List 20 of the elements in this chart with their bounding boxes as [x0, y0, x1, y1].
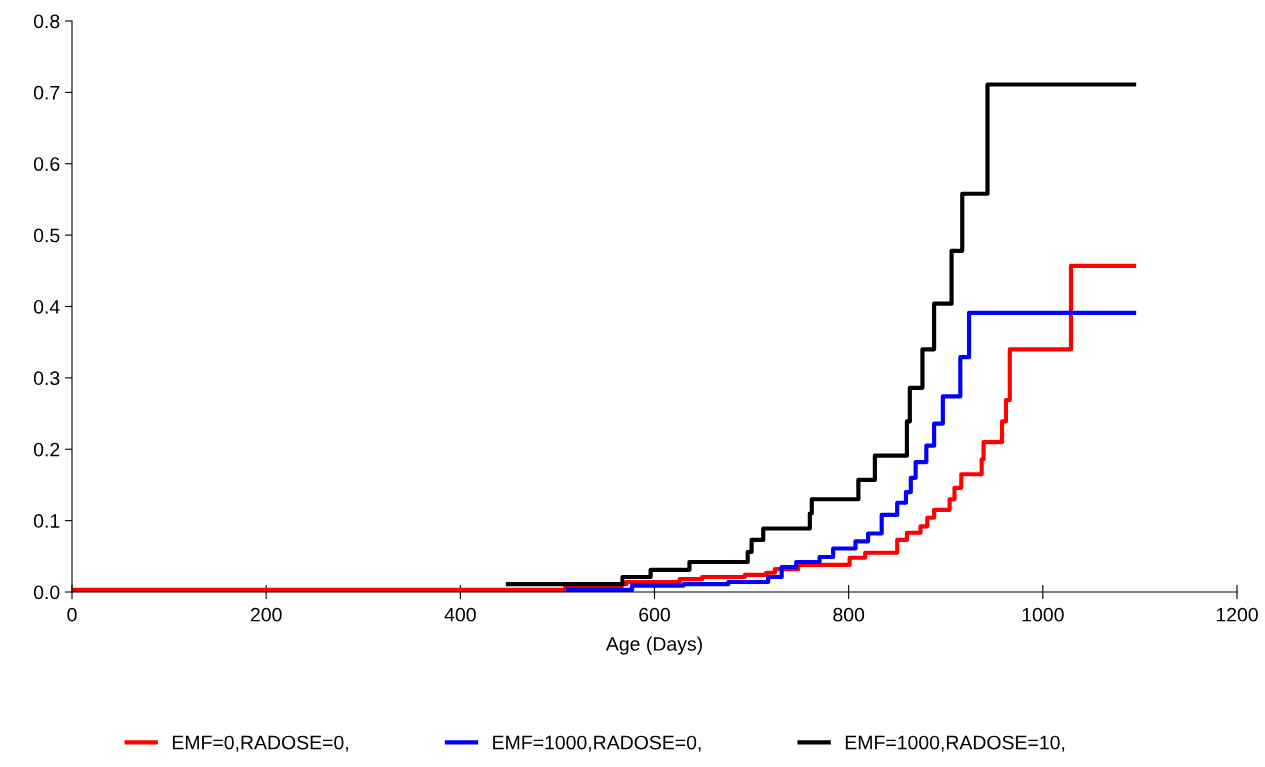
- y-tick-label: 0.4: [33, 299, 60, 314]
- x-tick-label: 1000: [1022, 607, 1064, 622]
- x-tick-label: 200: [250, 607, 282, 622]
- x-tick-label: 600: [639, 607, 670, 622]
- x-tick-label: 800: [833, 607, 865, 622]
- legend-label: EMF=0,RADOSE=0,: [172, 735, 348, 752]
- legend-label: EMF=1000,RADOSE=10,: [845, 735, 1065, 752]
- x-tick-label: 400: [444, 607, 476, 622]
- y-tick-label: 0.2: [33, 442, 60, 457]
- y-tick-label: 0.3: [33, 371, 60, 386]
- y-tick-label: 0.6: [33, 157, 60, 171]
- y-tick-label: 0.8: [33, 14, 60, 29]
- y-tick-label: 0.5: [33, 228, 60, 243]
- y-tick-label: 0.0: [33, 585, 60, 600]
- x-tick-label: 0: [67, 607, 77, 622]
- y-tick-label: 0.1: [33, 514, 60, 528]
- x-axis-title: Age (Days): [605, 636, 702, 655]
- y-tick-label: 0.7: [33, 85, 60, 100]
- x-tick-label: 1200: [1216, 607, 1258, 622]
- legend-label: EMF=1000,RADOSE=0,: [493, 735, 701, 752]
